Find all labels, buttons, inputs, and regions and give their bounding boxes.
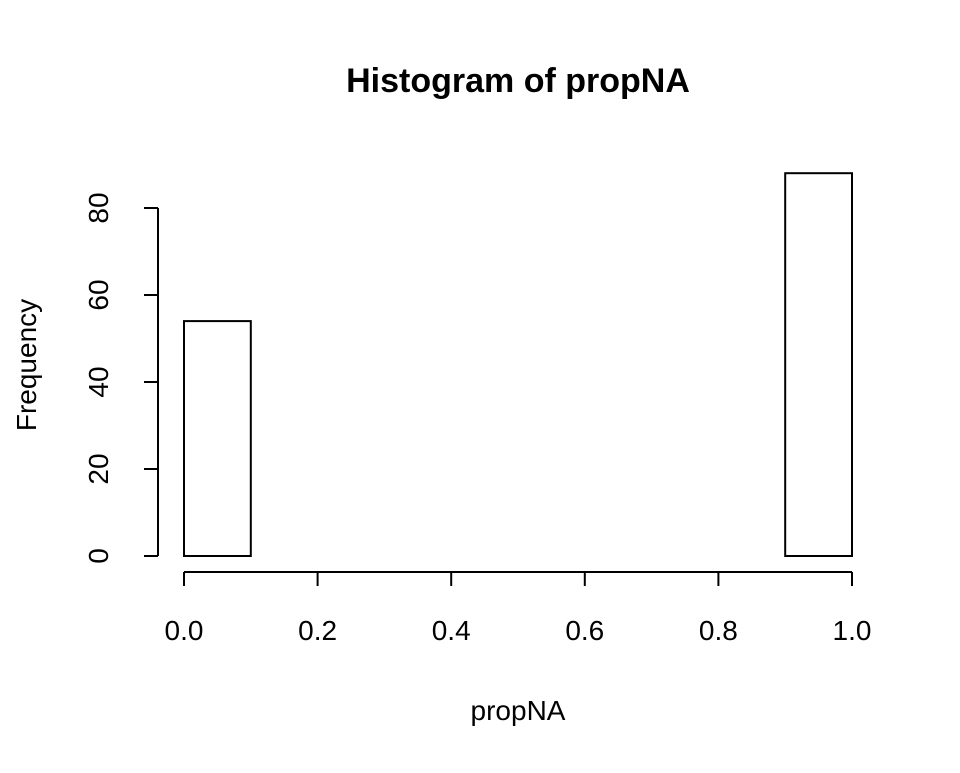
- x-axis: 0.0 0.2 0.4 0.6 0.8 1.0: [165, 571, 872, 646]
- histogram-bar-9: [784, 172, 854, 557]
- y-axis-label: Frequency: [11, 299, 42, 431]
- x-tick-label-3: 0.6: [565, 615, 604, 646]
- x-tick-label-4: 0.8: [699, 615, 738, 646]
- y-tick-label-1: 20: [83, 453, 114, 484]
- bars: [183, 172, 854, 557]
- x-tick-label-2: 0.4: [432, 615, 471, 646]
- x-tick-label-0: 0.0: [165, 615, 204, 646]
- x-tick-label-1: 0.2: [298, 615, 337, 646]
- y-tick-label-2: 40: [83, 366, 114, 397]
- y-tick-label-3: 60: [83, 279, 114, 310]
- chart-title: Histogram of propNA: [346, 62, 690, 100]
- y-axis: 0 20 40 60 80: [83, 192, 159, 564]
- x-axis-label: propNA: [471, 695, 566, 726]
- histogram-bar-0: [183, 320, 252, 557]
- x-tick-label-5: 1.0: [833, 615, 872, 646]
- y-tick-label-4: 80: [83, 192, 114, 223]
- y-tick-label-0: 0: [83, 548, 114, 564]
